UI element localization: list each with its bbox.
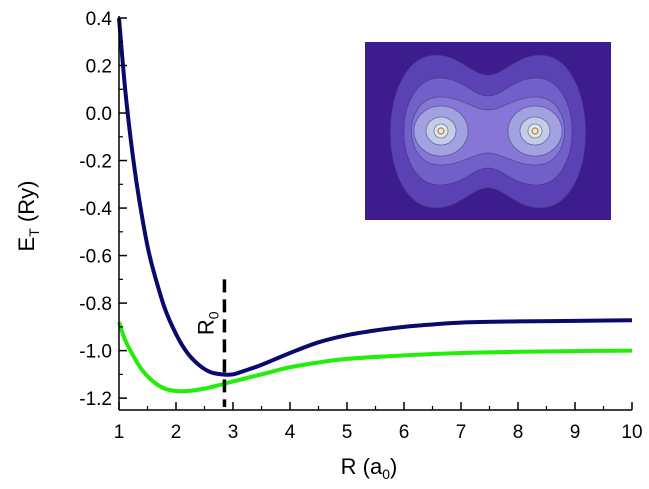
- y-tick-label: 0.0: [86, 104, 112, 125]
- x-tick-label: 3: [228, 422, 239, 443]
- x-tick-label: 4: [285, 422, 296, 443]
- x-tick-label: 7: [456, 422, 467, 443]
- r0-label-sub: 0: [205, 311, 221, 319]
- y-tick-label: -0.4: [79, 199, 112, 220]
- y-tick-label: 0.2: [86, 57, 112, 78]
- r0-label-main: R: [193, 319, 218, 335]
- y-tick-label: -0.8: [79, 294, 112, 315]
- x-tick-label: 9: [570, 422, 581, 443]
- axes-layer: 1 2 3 4 5 6 7 8 9 10 0.4 0.2 0.0 -0.2 -0.4 -0.6 -0.8 -1.0…: [79, 9, 642, 443]
- x-axis-title: R (a0): [341, 454, 398, 482]
- y-tick-label: -0.2: [79, 152, 112, 173]
- r0-marker-label: R0: [193, 311, 221, 335]
- series-line-2: [117, 321, 633, 394]
- x-tick-label: 10: [621, 422, 642, 443]
- contour-level-6-left: [433, 123, 449, 139]
- annotation-layer: R0: [193, 279, 227, 407]
- y-tick-label: -1.0: [79, 342, 112, 363]
- x-tick-label: 8: [513, 422, 524, 443]
- y-tick-label: -0.6: [79, 247, 112, 268]
- series-line-1: [117, 17, 633, 377]
- x-tick-label: 2: [171, 422, 182, 443]
- inset-contour-image: [365, 42, 611, 220]
- x-tick-label: 5: [342, 422, 353, 443]
- y-axis-title: ET (Ry): [14, 181, 42, 252]
- nucleus-left: [437, 127, 445, 135]
- x-tick-label: 6: [399, 422, 410, 443]
- series-layer: [117, 17, 633, 394]
- contour-level-6-right: [527, 123, 543, 139]
- y-tick-label: 0.4: [86, 9, 113, 30]
- nucleus-right: [531, 127, 539, 135]
- y-tick-label: -1.2: [79, 389, 112, 410]
- x-tick-label: 1: [114, 422, 125, 443]
